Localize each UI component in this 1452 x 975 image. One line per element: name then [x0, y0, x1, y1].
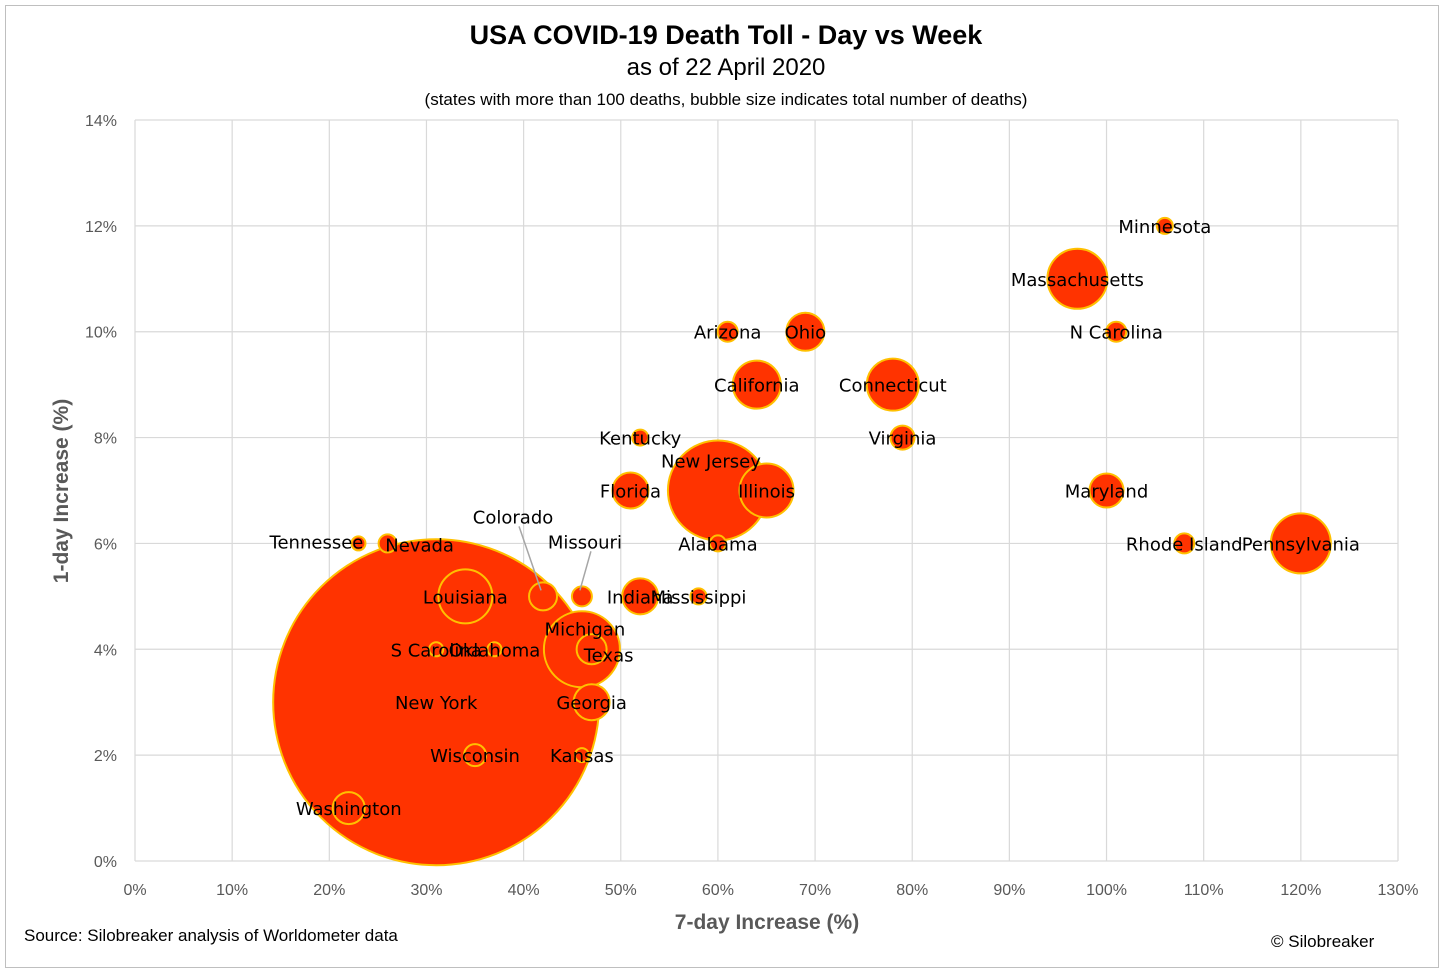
data-label: Mississippi	[651, 587, 747, 608]
data-label: Washington	[296, 799, 402, 820]
x-tick-label: 80%	[896, 882, 928, 899]
data-label: Wisconsin	[430, 746, 520, 767]
data-label: Georgia	[556, 693, 627, 714]
bubble-arizona	[716, 320, 739, 343]
bubble-oklahoma	[486, 641, 503, 658]
chart-subtitle: as of 22 April 2020	[626, 54, 826, 81]
data-label: Louisiana	[423, 587, 508, 608]
data-label: Alabama	[678, 534, 757, 555]
data-label: Kansas	[550, 746, 614, 767]
x-tick-label: 60%	[702, 882, 734, 899]
data-label: Colorado	[473, 507, 553, 528]
data-label: New Jersey	[661, 452, 761, 473]
y-tick-label: 10%	[85, 325, 117, 342]
bubble-illinois	[738, 462, 795, 519]
x-tick-label: 130%	[1378, 882, 1419, 899]
x-tick-label: 30%	[410, 882, 442, 899]
y-tick-label: 6%	[94, 536, 117, 553]
x-tick-label: 50%	[605, 882, 637, 899]
chart-note: (states with more than 100 deaths, bubbl…	[424, 90, 1028, 109]
bubble-n-carolina	[1105, 320, 1128, 343]
x-tick-label: 90%	[993, 882, 1025, 899]
data-label: Arizona	[694, 323, 762, 344]
x-axis-title: 7-day Increase (%)	[675, 911, 859, 934]
axes: 0% 10% 20% 30% 40% 50% 60% 70% 80% 90% 100% 110% 120…	[85, 113, 1418, 899]
y-tick-label: 0%	[94, 854, 117, 871]
bubble-washington	[331, 791, 366, 826]
bubble-minnesota	[1155, 216, 1174, 235]
data-label: Pennsylvania	[1242, 534, 1360, 555]
data-label: Michigan	[545, 619, 626, 640]
source-note: Source: Silobreaker analysis of Worldome…	[24, 926, 398, 945]
bubble-georgia	[572, 683, 611, 722]
x-tick-label: 110%	[1184, 882, 1224, 899]
data-labels: Minnesota Massachusetts N Carolina Arizona O…	[269, 217, 1360, 820]
leader-line	[518, 526, 542, 591]
copyright-note: © Silobreaker	[1271, 932, 1375, 951]
leader-line	[579, 551, 592, 591]
bubble-california	[731, 359, 782, 410]
bubble-kentucky	[631, 428, 650, 447]
data-label: Massachusetts	[1011, 270, 1144, 291]
bubble-colorado	[528, 581, 559, 612]
x-tick-label: 40%	[508, 882, 540, 899]
data-label: Texas	[583, 645, 634, 666]
bubble-mississippi	[689, 587, 708, 606]
data-label: Ohio	[785, 323, 827, 344]
data-label: Rhode Island	[1126, 534, 1243, 555]
bubble-kansas	[573, 747, 590, 764]
bubble-tennessee	[350, 535, 367, 552]
x-tick-label: 100%	[1086, 882, 1127, 899]
data-label: Missouri	[548, 532, 622, 553]
data-label: Connecticut	[839, 376, 947, 397]
x-tick-label: 120%	[1280, 882, 1321, 899]
bubbles	[272, 216, 1332, 867]
x-tick-label: 70%	[799, 882, 831, 899]
bubble-ohio	[785, 311, 826, 352]
x-tick-label: 20%	[313, 882, 345, 899]
bubble-nevada	[377, 533, 398, 554]
bubble-louisiana	[437, 568, 494, 625]
y-tick-label: 8%	[94, 431, 117, 448]
bubble-indiana	[621, 577, 660, 616]
bubble-wisconsin	[463, 743, 488, 768]
data-label: S Carolina	[391, 640, 482, 661]
bubble-maryland	[1088, 472, 1125, 509]
bubble-texas	[575, 633, 608, 666]
data-label: N Carolina	[1070, 323, 1163, 344]
bubble-pennsylvania	[1269, 512, 1332, 575]
bubble-florida	[611, 471, 650, 510]
x-tick-label: 10%	[216, 882, 248, 899]
bubble-alabama	[708, 534, 727, 553]
data-label: Kentucky	[599, 429, 682, 450]
bubble-missouri	[570, 585, 593, 608]
chart-title: USA COVID-19 Death Toll - Day vs Week	[469, 20, 983, 50]
data-label: Virginia	[869, 429, 937, 450]
data-label: Minnesota	[1118, 217, 1211, 238]
data-label: Tennessee	[269, 532, 364, 553]
data-label: Maryland	[1065, 482, 1148, 503]
data-label: Nevada	[385, 535, 454, 556]
bubble-rhode-island	[1173, 532, 1196, 555]
data-label: Oklahoma	[449, 640, 541, 661]
y-tick-label: 2%	[94, 748, 117, 765]
y-tick-label: 4%	[94, 642, 117, 659]
y-tick-label: 14%	[85, 113, 117, 130]
bubble-massachusetts	[1046, 247, 1109, 310]
y-axis-title: 1-day Increase (%)	[50, 399, 73, 583]
x-tick-label: 0%	[123, 882, 146, 899]
data-label: California	[714, 376, 799, 397]
bubble-connecticut	[865, 357, 920, 412]
bubble-s-carolina	[428, 641, 445, 658]
y-tick-label: 12%	[85, 219, 117, 236]
data-label: New York	[395, 693, 478, 714]
bubble-virginia	[889, 424, 916, 451]
data-label: Indiana	[607, 587, 674, 608]
data-label: Illinois	[738, 482, 795, 503]
data-label: Florida	[600, 482, 661, 503]
